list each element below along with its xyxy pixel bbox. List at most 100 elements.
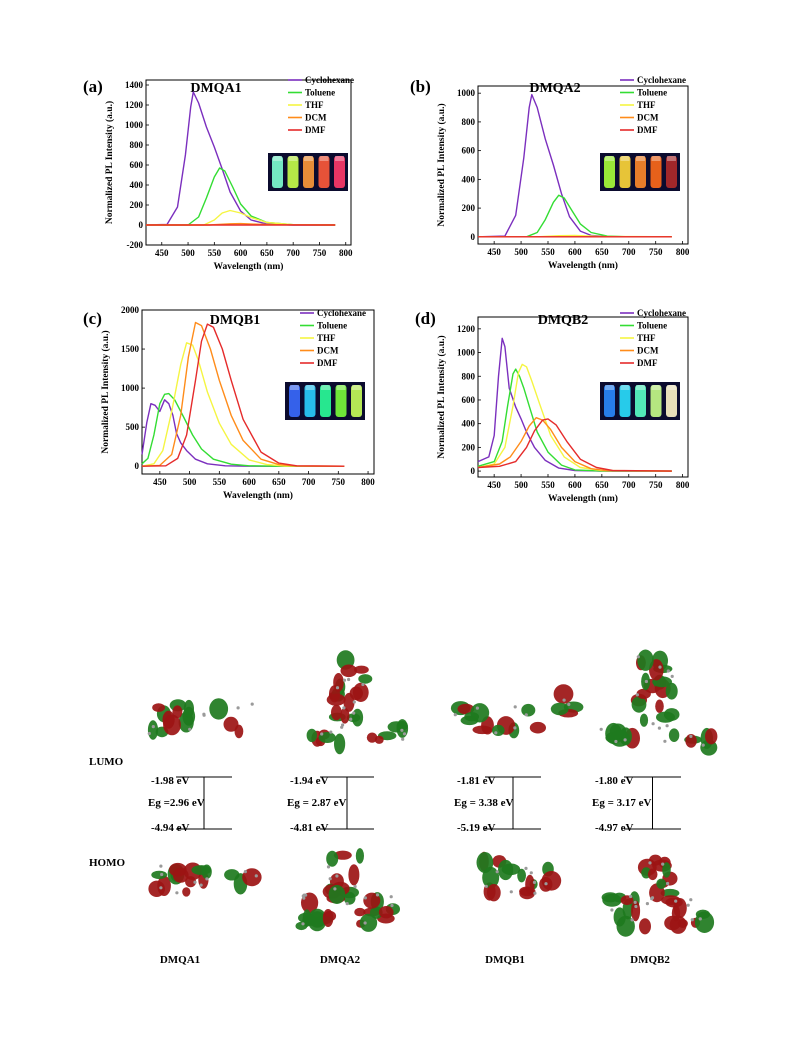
x-tick-label: 800 xyxy=(676,480,690,490)
x-axis-label: Wavelength (nm) xyxy=(548,260,618,271)
y-tick-label: 800 xyxy=(462,117,476,127)
legend-entry: DMF xyxy=(317,358,338,368)
x-axis-label: Wavelength (nm) xyxy=(223,490,293,501)
vial xyxy=(666,156,677,188)
chart-panel-2: 450 500 550 600 650 700 750 800 0 200 400 600 800 100… xyxy=(410,75,690,271)
vial xyxy=(619,156,631,188)
series-line-toluene xyxy=(141,392,345,467)
vial xyxy=(604,385,615,417)
y-axis-label: Normalized PL Intensity (a.u.) xyxy=(436,103,447,226)
chart-title: DMQA1 xyxy=(190,81,241,96)
molecule-name: DMQB2 xyxy=(630,954,670,966)
homo-row-label: HOMO xyxy=(89,857,125,869)
homo-energy: -4.97 eV xyxy=(595,822,634,834)
legend-entry: DCM xyxy=(317,346,339,356)
energy-level-diagram: LUMO HOMO -1.98 eV Eg =2.96 eV -4.94 eV DMQA1… xyxy=(89,649,718,966)
plot-frame xyxy=(477,85,689,245)
lumo-orbital-image xyxy=(306,650,409,755)
x-tick-label: 600 xyxy=(568,480,582,490)
vial xyxy=(351,385,362,417)
y-tick-label: 1000 xyxy=(121,383,140,393)
series-line-dmf xyxy=(141,323,345,467)
vial xyxy=(650,385,662,417)
homo-energy: -5.19 eV xyxy=(457,822,496,834)
chart-panel-3: 450 500 550 600 650 700 750 800 0 500 1000 1500 2000… xyxy=(83,305,375,501)
x-axis-label: Wavelength (nm) xyxy=(214,261,284,272)
x-tick-label: 700 xyxy=(286,248,300,258)
panel-label: (c) xyxy=(83,309,102,328)
lumo-orbital-image xyxy=(450,684,584,739)
series-line-dcm xyxy=(141,321,345,467)
x-tick-label: 800 xyxy=(339,248,353,258)
x-tick-label: 500 xyxy=(183,477,197,487)
vial xyxy=(619,385,631,417)
homo-orbital-image xyxy=(148,862,262,897)
y-tick-label: 1000 xyxy=(125,120,144,130)
panel-label: (b) xyxy=(410,77,431,96)
y-tick-label: 1400 xyxy=(125,80,144,90)
x-tick-label: 650 xyxy=(595,480,609,490)
y-tick-label: 1200 xyxy=(457,324,476,334)
lumo-energy: -1.98 eV xyxy=(151,775,190,787)
x-tick-label: 450 xyxy=(155,248,169,258)
x-tick-label: 800 xyxy=(676,247,690,257)
y-tick-label: 0 xyxy=(471,232,476,242)
chart-panel-1: 450 500 550 600 650 700 750 800 -200 0 200 400 600 80… xyxy=(83,75,354,272)
panel-label: (a) xyxy=(83,77,103,96)
x-tick-label: 700 xyxy=(622,480,636,490)
vial xyxy=(666,385,677,417)
series-line-dmf xyxy=(477,418,672,472)
legend-entry: THF xyxy=(317,333,336,343)
legend-entry: Toluene xyxy=(637,321,667,331)
x-tick-label: 750 xyxy=(649,480,663,490)
vial xyxy=(635,385,646,417)
legend-entry: THF xyxy=(637,100,656,110)
vial xyxy=(335,385,347,417)
y-tick-label: 400 xyxy=(462,174,476,184)
homo-orbital-image xyxy=(601,854,715,937)
y-tick-label: 500 xyxy=(126,422,140,432)
panel-label: (d) xyxy=(415,309,436,328)
legend-entry: Toluene xyxy=(305,88,335,98)
chart-title: DMQB2 xyxy=(538,313,589,328)
vial xyxy=(334,156,345,188)
homo-orbital-image xyxy=(295,848,400,932)
chart-title: DMQA2 xyxy=(529,81,580,96)
x-tick-label: 550 xyxy=(541,247,555,257)
vial-photo-inset xyxy=(600,153,680,191)
legend-entry: DMF xyxy=(305,125,326,135)
x-tick-label: 750 xyxy=(332,477,346,487)
band-gap: Eg = 3.17 eV xyxy=(592,797,651,809)
homo-energy: -4.94 eV xyxy=(151,822,190,834)
y-tick-label: 600 xyxy=(130,160,144,170)
x-tick-label: 550 xyxy=(213,477,227,487)
x-axis-label: Wavelength (nm) xyxy=(548,493,618,504)
y-tick-label: 800 xyxy=(130,140,144,150)
series-line-thf xyxy=(146,209,336,226)
legend-entry: Cyclohexane xyxy=(637,75,686,85)
vial xyxy=(635,156,646,188)
legend-entry: THF xyxy=(305,100,324,110)
x-tick-label: 750 xyxy=(649,247,663,257)
vial xyxy=(604,156,615,188)
x-tick-label: 450 xyxy=(487,480,501,490)
molecule-name: DMQA1 xyxy=(160,954,200,966)
plot-frame xyxy=(145,79,352,246)
series-line-dcm xyxy=(477,417,672,472)
y-tick-label: 0 xyxy=(139,220,144,230)
y-tick-label: 200 xyxy=(462,442,476,452)
x-tick-label: 650 xyxy=(260,248,274,258)
plot-frame xyxy=(477,316,689,478)
y-axis-label: Normalized PL Intensity (a.u.) xyxy=(104,101,115,224)
y-tick-label: 0 xyxy=(135,461,140,471)
y-tick-label: 400 xyxy=(462,419,476,429)
legend-entry: DCM xyxy=(637,113,659,123)
homo-orbital-image xyxy=(476,851,562,902)
legend-entry: Cyclohexane xyxy=(305,75,354,85)
lumo-energy: -1.94 eV xyxy=(290,775,329,787)
y-tick-label: 800 xyxy=(462,371,476,381)
y-tick-label: 0 xyxy=(471,466,476,476)
chart-panel-4: 450 500 550 600 650 700 750 800 0 200 400 600 800 100… xyxy=(415,308,690,504)
molecule-column-4: -1.80 eV Eg = 3.17 eV -4.97 eV DMQB2 xyxy=(592,649,718,966)
